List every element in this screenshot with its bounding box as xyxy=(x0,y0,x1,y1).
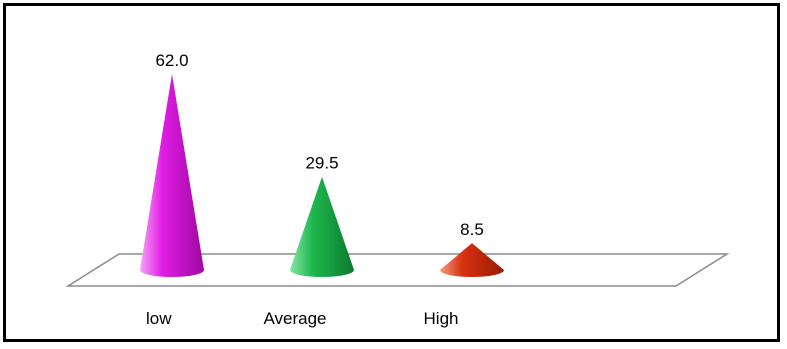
cone-high xyxy=(440,243,504,277)
category-label-high: High xyxy=(424,309,459,328)
value-label-low: 62.0 xyxy=(155,51,188,70)
floor-plane xyxy=(65,253,730,287)
cone-average xyxy=(290,176,354,277)
category-label-average: Average xyxy=(263,309,326,328)
value-label-high: 8.5 xyxy=(460,220,484,239)
category-label-low: low xyxy=(146,309,172,328)
cone-low xyxy=(140,74,204,277)
value-label-average: 29.5 xyxy=(305,154,338,173)
